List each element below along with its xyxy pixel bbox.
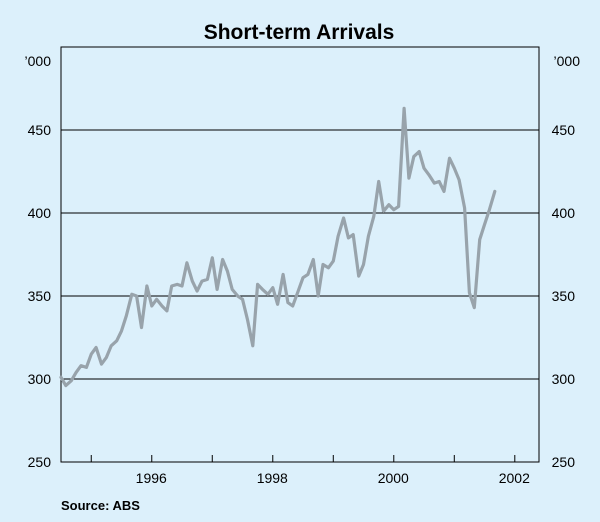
y-tick-label-left: 250	[28, 454, 52, 470]
source-note: Source: ABS	[61, 498, 140, 513]
chart-title: Short-term Arrivals	[204, 21, 395, 44]
gridlines	[61, 129, 539, 380]
series-layer	[59, 106, 497, 388]
y-tick-label-right: 450	[552, 122, 576, 138]
y-tick-label-left: 400	[28, 205, 52, 221]
x-axis: 1996 1998 2000 2002	[90, 455, 530, 486]
y-tick-label-right: 400	[552, 205, 576, 221]
x-tick-label: 1996	[136, 470, 167, 486]
x-tick-label: 2002	[499, 470, 530, 486]
x-tick-label: 1998	[257, 470, 288, 486]
y-axis-right: 250 300 350 400 450	[552, 122, 576, 470]
series-line	[59, 106, 497, 388]
y-axis-unit-right: ’000	[554, 53, 581, 69]
plot-area	[60, 46, 540, 463]
y-tick-label-left: 450	[28, 122, 52, 138]
x-tick-label: 2000	[378, 470, 409, 486]
y-tick-label-right: 300	[552, 371, 576, 387]
y-tick-label-left: 300	[28, 371, 52, 387]
y-tick-label-right: 350	[552, 288, 576, 304]
y-axis-unit-left: ’000	[25, 53, 52, 69]
y-tick-label-left: 350	[28, 288, 52, 304]
y-axis-left: 250 300 350 400 450	[28, 122, 52, 470]
y-tick-label-right: 250	[552, 454, 576, 470]
